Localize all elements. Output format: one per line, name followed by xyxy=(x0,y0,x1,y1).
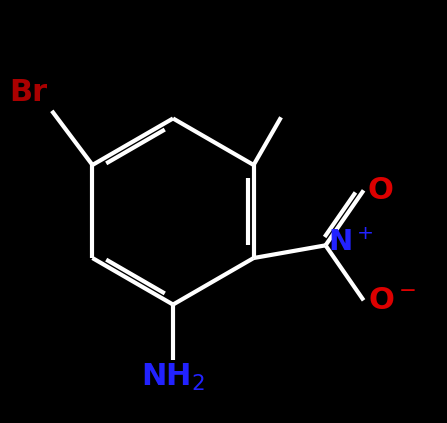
Text: O$^-$: O$^-$ xyxy=(368,286,416,315)
Text: Br: Br xyxy=(9,77,47,107)
Text: N$^+$: N$^+$ xyxy=(328,229,373,257)
Text: O: O xyxy=(368,176,394,205)
Text: NH$_2$: NH$_2$ xyxy=(141,362,205,393)
